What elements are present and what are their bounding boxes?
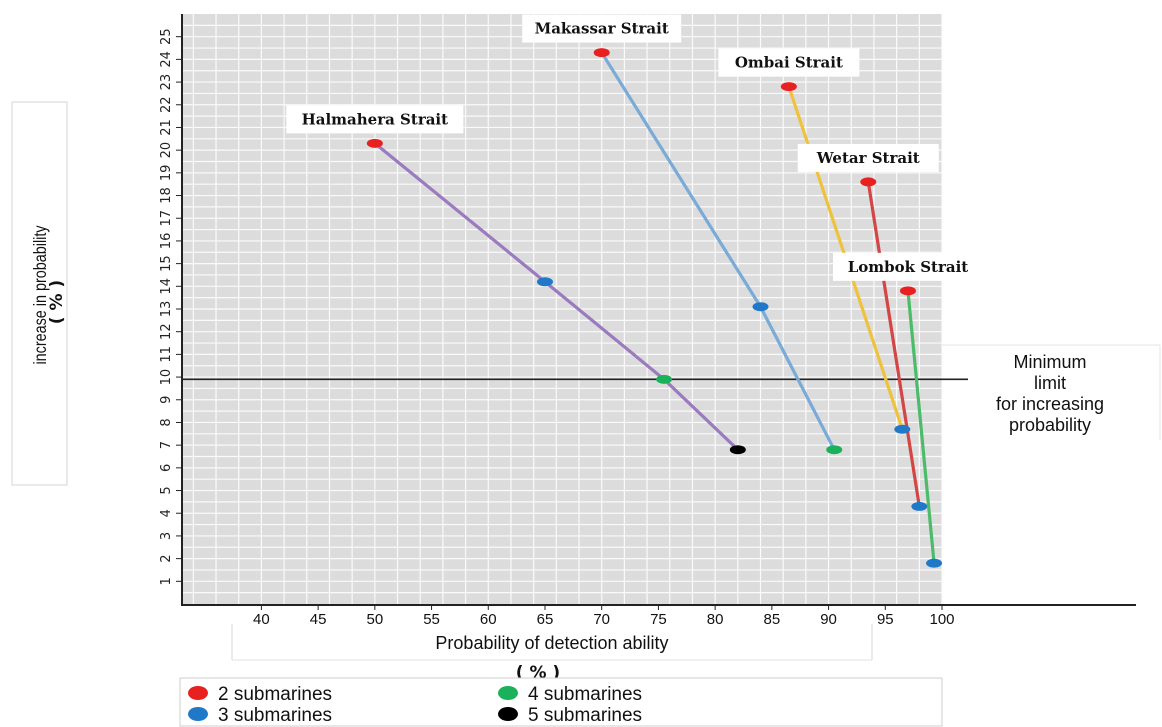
legend-marker-2-submarines <box>188 686 208 700</box>
legend-marker-4-submarines <box>498 686 518 700</box>
y-tick-label: 6 <box>159 464 174 472</box>
legend-label-2-submarines: 2 submarines <box>218 684 332 705</box>
strait-labels: Halmahera Strait Makassar Strait Ombai Str… <box>286 14 983 281</box>
series-line-halmahera-strait <box>373 142 739 451</box>
x-tick-label: 95 <box>877 611 894 628</box>
strait-label-box <box>832 252 983 281</box>
minimum-limit-annotation: Minimum limit for increasing probability <box>942 344 1161 440</box>
y-tick-label: 16 <box>159 233 174 250</box>
x-tick-label: 90 <box>820 611 837 628</box>
y-tick-label: 7 <box>159 441 174 449</box>
strait-label-wetar-strait: Wetar Strait <box>816 149 920 167</box>
data-point-halmahera-strait <box>729 445 746 455</box>
y-ticks: 1234567891011121314151617181920212223242… <box>159 28 182 585</box>
x-tick-label: 60 <box>480 611 497 628</box>
x-ticks: 40 45 50 55 60 65 70 75 80 85 90 95 100 <box>253 604 955 628</box>
data-point-halmahera-strait <box>536 277 553 287</box>
strait-label-box <box>522 14 682 43</box>
series-line-wetar-strait <box>866 181 921 507</box>
data-point-halmahera-strait <box>366 138 383 148</box>
data-point-lombok-strait <box>926 558 943 568</box>
series-line-lombok-strait <box>906 290 936 564</box>
data-point-makassar-strait <box>752 302 769 312</box>
strait-label-box <box>286 105 464 134</box>
x-tick-label: 75 <box>650 611 667 628</box>
data-point-halmahera-strait <box>656 374 673 384</box>
y-tick-label: 1 <box>159 577 174 585</box>
strait-label-ombai-strait: Ombai Strait <box>735 54 843 72</box>
data-point-makassar-strait <box>593 48 610 58</box>
y-tick-label: 13 <box>159 301 174 318</box>
legend-label-5-submarines: 5 submarines <box>528 705 642 726</box>
x-tick-label: 80 <box>707 611 724 628</box>
y-tick-label: 2 <box>159 554 174 562</box>
y-tick-label: 5 <box>159 486 174 494</box>
y-tick-label: 19 <box>159 165 174 182</box>
data-point-wetar-strait <box>911 501 928 511</box>
y-tick-label: 20 <box>159 142 174 159</box>
y-tick-label: 25 <box>159 28 174 45</box>
y-tick-label: 11 <box>159 346 174 363</box>
x-axis-title: Probability of detection ability ( % ) <box>231 624 873 683</box>
minimum-limit-line2: limit <box>1034 373 1066 393</box>
minimum-limit-line4: probability <box>1009 415 1091 435</box>
data-point-ombai-strait <box>780 82 797 92</box>
y-tick-label: 12 <box>159 323 174 340</box>
strait-label-box <box>718 48 860 77</box>
y-tick-label: 24 <box>159 51 174 68</box>
strait-label-lombok-strait: Lombok Strait <box>848 258 969 276</box>
y-tick-label: 9 <box>159 396 174 404</box>
x-axis-label: Probability of detection ability <box>435 633 668 653</box>
x-tick-label: 85 <box>764 611 781 628</box>
strait-label-box <box>797 143 939 172</box>
y-tick-label: 18 <box>159 187 174 204</box>
y-tick-label: 3 <box>159 532 174 540</box>
data-point-wetar-strait <box>860 177 877 187</box>
x-tick-label: 70 <box>593 611 610 628</box>
y-tick-label: 8 <box>159 418 174 426</box>
y-tick-label: 4 <box>159 509 174 517</box>
series-markers <box>366 48 943 568</box>
y-tick-label: 10 <box>159 369 174 386</box>
x-tick-label: 45 <box>310 611 327 628</box>
y-tick-label: 15 <box>159 255 174 272</box>
minimum-limit-line3: for increasing <box>996 394 1104 414</box>
y-tick-label: 21 <box>159 119 174 136</box>
x-tick-label: 100 <box>929 611 954 628</box>
minimum-limit-line1: Minimum <box>1013 352 1086 372</box>
legend-marker-5-submarines <box>498 707 518 721</box>
legend: 2 submarines 4 submarines 3 submarines 5… <box>179 677 943 727</box>
x-tick-label: 50 <box>366 611 383 628</box>
y-axis-unit: ( % ) <box>47 280 67 324</box>
data-point-makassar-strait <box>826 445 843 455</box>
x-tick-label: 65 <box>537 611 554 628</box>
y-tick-label: 22 <box>159 96 174 113</box>
x-tick-label: 55 <box>423 611 440 628</box>
y-tick-label: 14 <box>159 278 174 295</box>
y-tick-label: 17 <box>159 210 174 227</box>
legend-label-4-submarines: 4 submarines <box>528 684 642 705</box>
y-axis-title: increase in probability ( % ) <box>11 101 68 486</box>
strait-label-makassar-strait: Makassar Strait <box>535 20 669 38</box>
legend-label-3-submarines: 3 submarines <box>218 705 332 726</box>
data-point-ombai-strait <box>894 424 911 434</box>
data-point-lombok-strait <box>899 286 916 296</box>
y-tick-label: 23 <box>159 74 174 91</box>
x-tick-label: 40 <box>253 611 270 628</box>
strait-label-halmahera-strait: Halmahera Strait <box>302 110 449 128</box>
y-axis-label: increase in probability <box>31 225 51 365</box>
legend-marker-3-submarines <box>188 707 208 721</box>
